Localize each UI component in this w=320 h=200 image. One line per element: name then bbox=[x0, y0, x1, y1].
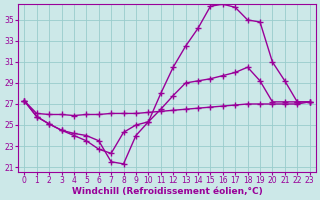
X-axis label: Windchill (Refroidissement éolien,°C): Windchill (Refroidissement éolien,°C) bbox=[72, 187, 262, 196]
